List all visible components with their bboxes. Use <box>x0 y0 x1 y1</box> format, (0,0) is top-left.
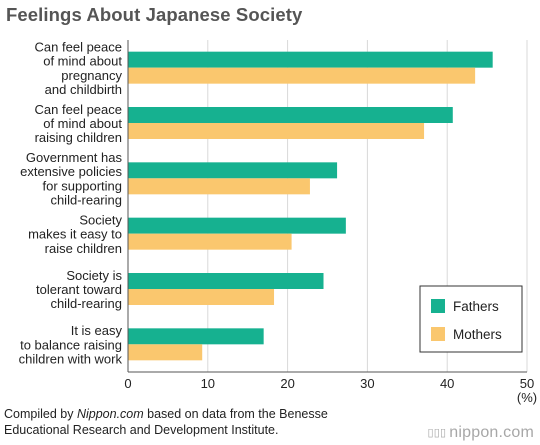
bar-mothers-2 <box>128 178 310 195</box>
source-line-2: Educational Research and Development Ins… <box>4 423 279 437</box>
x-axis-unit-label: (%) <box>517 390 537 405</box>
source-suffix: based on data from the Benesse <box>143 407 328 421</box>
category-label-4-line-0: Society is <box>66 268 122 283</box>
bar-fathers-3 <box>128 217 346 234</box>
category-label-5-line-0: It is easy <box>71 323 123 338</box>
category-label-2-line-0: Government has <box>26 150 123 165</box>
bar-mothers-3 <box>128 233 292 250</box>
category-label-0-line-2: pregnancy <box>61 68 122 83</box>
category-label-0-line-1: of mind about <box>43 54 122 69</box>
category-label-5-line-2: children with work <box>19 352 123 367</box>
category-label-5-line-1: to balance raising <box>20 337 122 352</box>
category-label-3-line-1: makes it easy to <box>28 227 122 242</box>
legend-label-fathers: Fathers <box>453 299 499 314</box>
bar-fathers-5 <box>128 328 264 345</box>
source-note: Compiled by Nippon.com based on data fro… <box>4 406 328 438</box>
legend-swatch-mothers <box>431 327 445 341</box>
category-label-4-line-2: child-rearing <box>50 296 122 311</box>
legend-label-mothers: Mothers <box>453 327 502 342</box>
x-tick-label-10: 10 <box>201 376 215 391</box>
bar-mothers-0 <box>128 67 476 84</box>
x-tick-label-20: 20 <box>280 376 294 391</box>
x-tick-label-0: 0 <box>124 376 131 391</box>
category-label-2-line-1: extensive policies <box>20 164 122 179</box>
logo-mark-icon: ▯▯▯ <box>427 427 447 439</box>
chart-title: Feelings About Japanese Society <box>6 4 303 25</box>
category-label-3-line-2: raise children <box>45 241 122 256</box>
category-label-3-line-0: Society <box>79 212 122 227</box>
category-label-0-line-0: Can feel peace <box>35 39 122 54</box>
bar-fathers-2 <box>128 162 338 179</box>
x-tick-label-40: 40 <box>440 376 454 391</box>
category-label-0-line-3: and childbirth <box>45 82 122 97</box>
bar-mothers-4 <box>128 289 275 305</box>
bar-mothers-1 <box>128 123 425 139</box>
x-tick-label-50: 50 <box>520 376 534 391</box>
category-label-2-line-3: child-rearing <box>50 193 122 208</box>
bar-fathers-4 <box>128 273 324 289</box>
nippon-logo: ▯▯▯ nippon.com <box>428 424 534 442</box>
logo-text: nippon.com <box>449 424 534 441</box>
bar-fathers-0 <box>128 51 493 68</box>
category-label-1-line-1: of mind about <box>43 116 122 131</box>
legend-swatch-fathers <box>431 299 445 313</box>
category-label-2-line-2: for supporting <box>43 178 123 193</box>
bar-fathers-1 <box>128 107 453 123</box>
legend-box <box>419 285 523 353</box>
category-label-1-line-2: raising children <box>35 130 122 145</box>
source-site-link[interactable]: Nippon.com <box>76 407 144 421</box>
source-line-1: Compiled by Nippon.com based on data fro… <box>4 406 328 422</box>
source-prefix: Compiled by <box>4 407 77 421</box>
x-tick-label-30: 30 <box>360 376 374 391</box>
bar-mothers-5 <box>128 344 203 361</box>
category-label-4-line-1: tolerant toward <box>36 282 122 297</box>
category-label-1-line-0: Can feel peace <box>35 102 122 117</box>
